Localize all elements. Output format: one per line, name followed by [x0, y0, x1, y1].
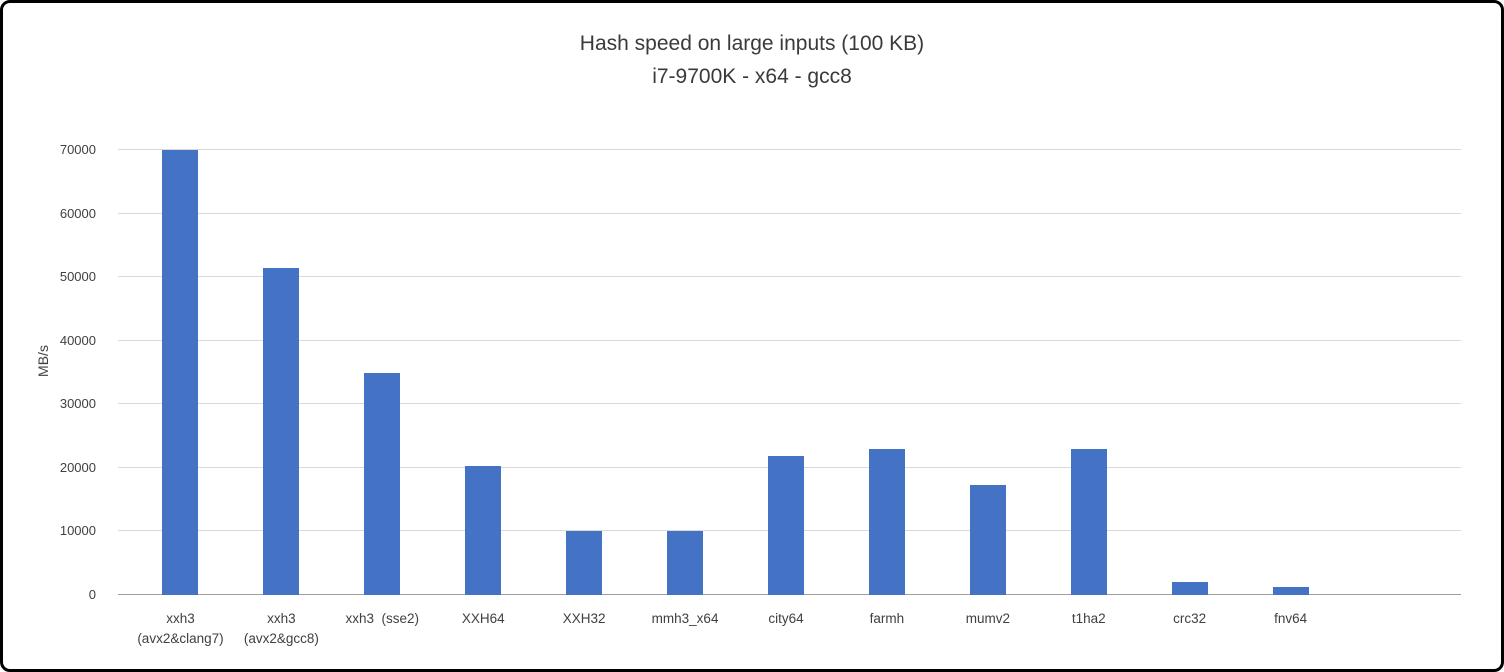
- y-tick-label: 60000: [59, 205, 96, 221]
- gridline: [118, 339, 1461, 341]
- bar-slot: [534, 150, 635, 595]
- x-axis-label: XXH32: [562, 611, 606, 626]
- x-axis-label: mmh3_x64: [651, 611, 719, 626]
- y-tick-label: 40000: [59, 332, 96, 348]
- bar-slot: [937, 150, 1038, 595]
- bars-row: [130, 150, 1341, 595]
- y-tick-label: 10000: [59, 523, 96, 539]
- bar: [969, 485, 1006, 595]
- bar-slot: [836, 150, 937, 595]
- bar-slot: [736, 150, 837, 595]
- x-axis-label: farmh: [869, 611, 905, 626]
- chart-subtitle: i7-9700K - x64 - gcc8: [652, 65, 852, 88]
- bar-slot: [433, 150, 534, 595]
- gridline: [118, 276, 1461, 278]
- bar: [364, 372, 401, 595]
- bar: [1070, 448, 1107, 595]
- y-tick-label: 50000: [59, 269, 96, 285]
- bar: [1272, 587, 1309, 595]
- x-axis-label: city64: [768, 611, 804, 626]
- bar-slot: [332, 150, 433, 595]
- bar-slot: [1139, 150, 1240, 595]
- bar-slot: [231, 150, 332, 595]
- x-axis-label: xxh3 (sse2): [345, 611, 420, 626]
- x-labels-row: xxh3 (avx2&clang7) xxh3 (avx2&gcc8) xxh3 (ss…: [130, 609, 1341, 649]
- y-tick-label: 20000: [59, 459, 96, 475]
- bar: [868, 448, 905, 595]
- bar: [162, 150, 199, 595]
- x-axis-label: crc32: [1173, 611, 1207, 626]
- gridline: [118, 403, 1461, 405]
- bar: [263, 267, 300, 595]
- bar-slot: [1038, 150, 1139, 595]
- y-tick-label: 0: [88, 587, 96, 602]
- bar: [465, 465, 502, 595]
- bar: [1171, 582, 1208, 595]
- bar-slot: [635, 150, 736, 595]
- y-tick-label: 70000: [59, 142, 96, 157]
- gridline: [118, 149, 1461, 150]
- x-axis-label: fnv64: [1274, 611, 1308, 626]
- plot-area: [118, 149, 1461, 595]
- x-axis-label: xxh3 (avx2&clang7): [137, 611, 224, 646]
- bar-slot: [1240, 150, 1341, 595]
- y-tick-labels: 0 10000 20000 30000 40000 50000 60000 70000: [3, 142, 106, 602]
- y-tick-label: 30000: [59, 396, 96, 412]
- x-axis-label: mumv2: [965, 611, 1010, 626]
- bar: [767, 455, 804, 595]
- bar-slot: [130, 150, 231, 595]
- x-axis-label: t1ha2: [1071, 611, 1106, 626]
- chart-title-block: Hash speed on large inputs (100 KB) i7-9…: [3, 27, 1501, 93]
- gridline: [118, 212, 1461, 214]
- bar: [566, 530, 603, 595]
- x-axis-label: xxh3 (avx2&gcc8): [243, 611, 319, 646]
- x-axis-label: XXH64: [461, 611, 505, 626]
- chart-title: Hash speed on large inputs (100 KB): [579, 32, 925, 55]
- bar: [667, 531, 704, 595]
